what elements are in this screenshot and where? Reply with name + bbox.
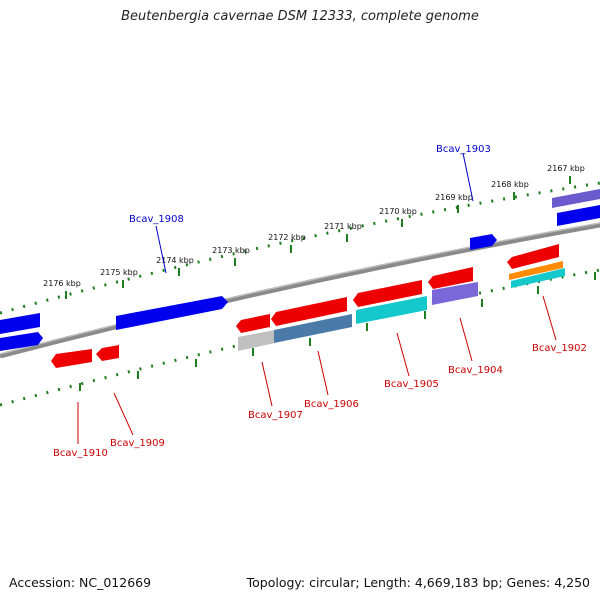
gene-teal-product-a[interactable] <box>356 296 427 324</box>
leader-bcav-1902 <box>542 295 557 341</box>
gene-steel-product[interactable] <box>274 314 352 343</box>
gene-bcav-1906[interactable] <box>271 297 347 326</box>
leader-bcav-1905 <box>396 332 410 377</box>
tick-labels: 2167 kbp 2168 kbp 2169 kbp 2170 kbp 2171 kbp… <box>43 164 585 288</box>
tick-label: 2174 kbp <box>156 256 194 265</box>
genome-backbone-highlight <box>0 222 600 355</box>
gene-label[interactable]: Bcav_1908 <box>129 214 184 225</box>
gene-label[interactable]: Bcav_1907 <box>248 410 303 421</box>
accession-text: Accession: NC_012669 <box>9 575 152 590</box>
tick-label: 2167 kbp <box>547 164 585 173</box>
gene-bcav-1902[interactable] <box>507 244 559 269</box>
leader-bcav-1908 <box>155 225 167 274</box>
genome-backbone <box>0 222 600 359</box>
gene-bcav-1909[interactable] <box>96 345 119 361</box>
leader-bcav-1906 <box>317 350 329 396</box>
genome-summary: Topology: circular; Length: 4,669,183 bp… <box>246 575 590 590</box>
tick-label: 2176 kbp <box>43 279 81 288</box>
gene-forward-edge-b[interactable] <box>0 332 43 351</box>
tick-label: 2169 kbp <box>435 193 473 202</box>
gene-teal-product-b[interactable] <box>511 268 565 288</box>
map-title: Beutenbergia cavernae DSM 12333, complet… <box>121 9 479 24</box>
gene-forward-edge-a[interactable] <box>0 313 40 334</box>
gene-labels: Bcav_1903 Bcav_1908 Bcav_1902 Bcav_1904 … <box>53 144 587 459</box>
gene-purple-right[interactable] <box>552 189 600 208</box>
outer-tick-track <box>0 181 600 315</box>
leader-bcav-1903 <box>462 152 474 202</box>
tick-label: 2171 kbp <box>324 222 362 231</box>
gene-bcav-1908[interactable] <box>116 296 228 330</box>
gene-grey-product[interactable] <box>238 330 275 351</box>
gene-purple-product[interactable] <box>432 282 478 305</box>
gene-bcav-1905[interactable] <box>353 280 422 307</box>
gene-label[interactable]: Bcav_1909 <box>110 438 165 449</box>
label-leaders <box>77 152 557 444</box>
gene-bcav-1903[interactable] <box>470 234 497 250</box>
leader-bcav-1909 <box>113 392 134 436</box>
gene-label[interactable]: Bcav_1904 <box>448 365 503 376</box>
gene-label[interactable]: Bcav_1906 <box>304 399 359 410</box>
tick-label: 2175 kbp <box>100 268 138 277</box>
gene-bcav-1904[interactable] <box>428 267 473 289</box>
forward-strand-genes <box>0 189 600 351</box>
major-ticks <box>65 176 596 391</box>
tick-label: 2168 kbp <box>491 180 529 189</box>
reverse-strand-genes <box>51 244 565 368</box>
gene-orange-product[interactable] <box>509 261 563 280</box>
gene-label[interactable]: Bcav_1905 <box>384 379 439 390</box>
tick-label: 2173 kbp <box>212 246 250 255</box>
gene-label[interactable]: Bcav_1910 <box>53 448 108 459</box>
leader-bcav-1907 <box>261 361 273 407</box>
tick-label: 2170 kbp <box>379 207 417 216</box>
gene-bcav-1910[interactable] <box>51 349 92 368</box>
gene-label[interactable]: Bcav_1902 <box>532 343 587 354</box>
gene-bcav-1907[interactable] <box>236 314 270 333</box>
gene-forward-right[interactable] <box>557 205 600 226</box>
gene-label[interactable]: Bcav_1903 <box>436 144 491 155</box>
leader-bcav-1904 <box>459 317 473 362</box>
tick-label: 2172 kbp <box>268 233 306 242</box>
